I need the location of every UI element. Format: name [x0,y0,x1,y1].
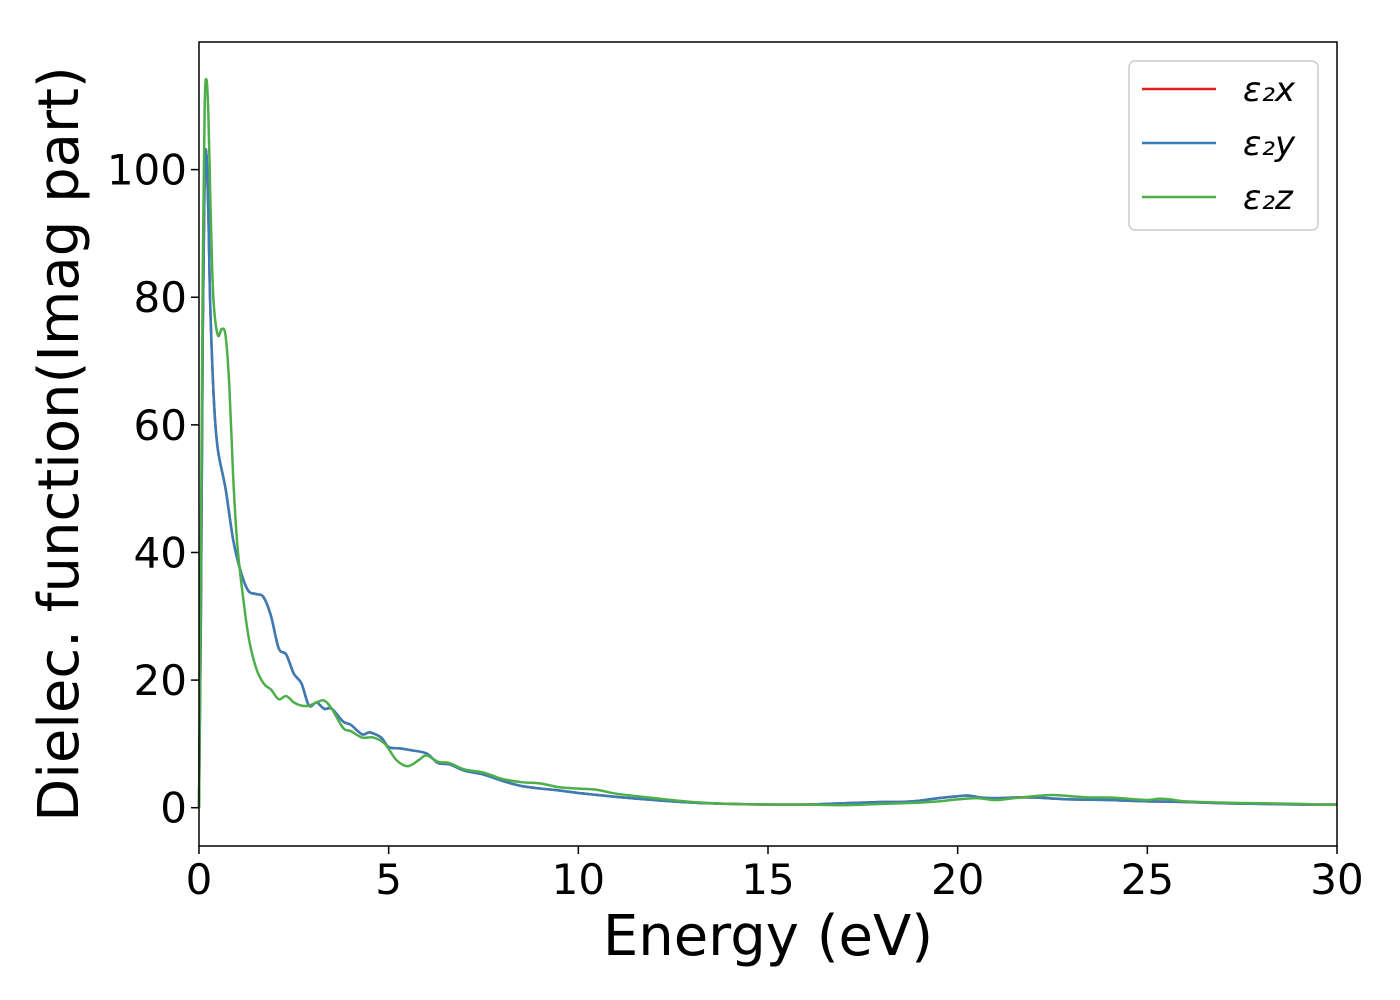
x-tick-label: 15 [741,855,794,904]
x-tick-label: 5 [375,855,402,904]
legend-box [1128,60,1319,231]
legend: ε₂x ε₂y ε₂z [1128,60,1319,231]
legend-label: ε₂z [1243,178,1294,218]
x-tick-label: 20 [931,855,984,904]
y-axis: 0 20 40 60 80 100 [107,146,199,833]
y-tick-label: 100 [107,146,187,195]
legend-entry-eps2x: ε₂x [1142,70,1296,110]
legend-label: ε₂y [1243,124,1296,164]
x-tick-label: 30 [1310,855,1363,904]
y-axis-title: Dielec. function(Imag part) [27,66,92,822]
x-tick-label: 0 [186,855,213,904]
y-tick-label: 0 [160,784,187,833]
y-tick-label: 40 [134,528,187,577]
x-tick-label: 10 [552,855,605,904]
y-tick-label: 20 [134,656,187,705]
y-tick-label: 60 [134,401,187,450]
x-tick-label: 25 [1121,855,1174,904]
x-axis-title: Energy (eV) [603,904,933,969]
legend-label: ε₂x [1243,70,1296,110]
series-eps2z-line [197,77,1338,808]
series-layer [197,77,1338,808]
legend-entry-eps2y: ε₂y [1142,124,1296,164]
x-axis: 0 5 10 15 20 25 30 [186,846,1364,904]
y-tick-label: 80 [134,273,187,322]
legend-entry-eps2z: ε₂z [1142,178,1294,218]
